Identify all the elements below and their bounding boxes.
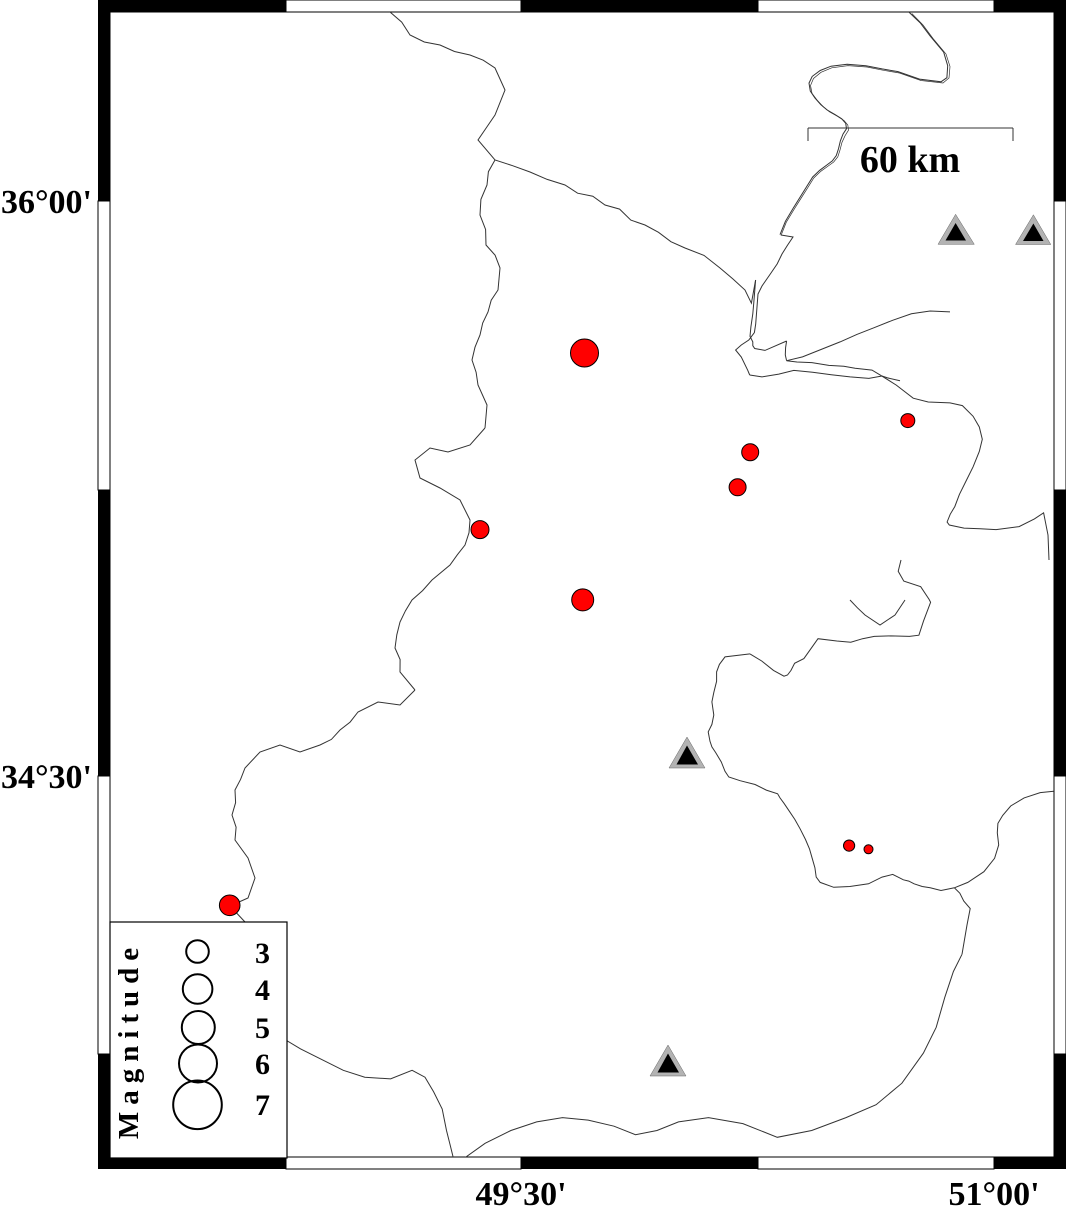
svg-text:4: 4 xyxy=(255,974,270,1007)
svg-text:7: 7 xyxy=(255,1089,270,1122)
svg-text:60 km: 60 km xyxy=(860,139,960,181)
svg-text:51°00': 51°00' xyxy=(948,1176,1039,1208)
svg-text:5: 5 xyxy=(255,1012,270,1045)
svg-text:3: 3 xyxy=(255,937,270,970)
svg-text:Magnitude: Magnitude xyxy=(113,941,145,1139)
svg-text:36°00': 36°00' xyxy=(1,184,92,221)
svg-text:34°30': 34°30' xyxy=(1,759,92,796)
svg-text:49°30': 49°30' xyxy=(475,1176,566,1208)
svg-text:6: 6 xyxy=(255,1048,270,1081)
